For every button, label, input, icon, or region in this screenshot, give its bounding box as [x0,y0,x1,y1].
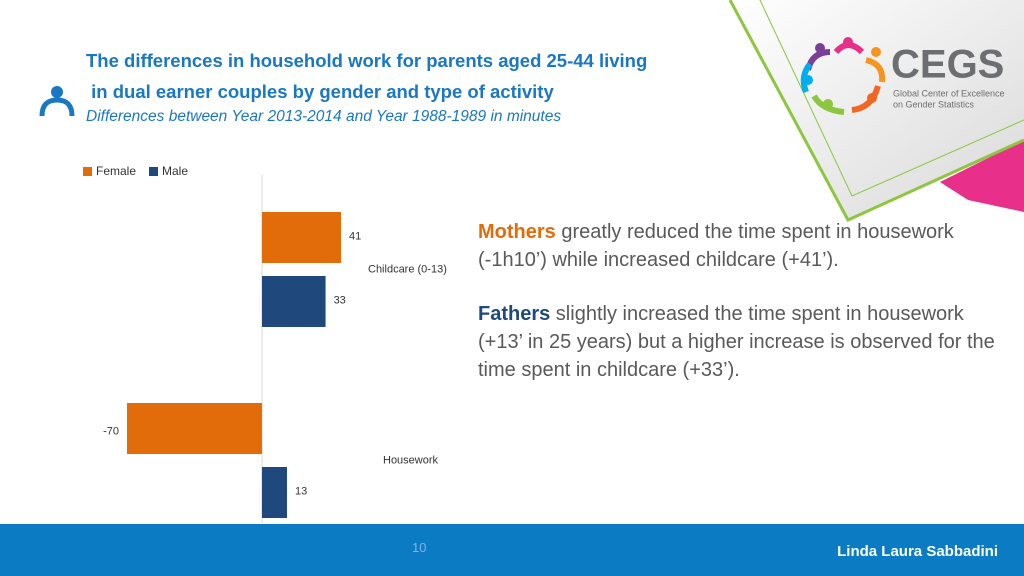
title: The differences in household work for pa… [86,50,648,71]
logo-mark [800,37,886,115]
legend-swatch [83,167,92,176]
corner-line [728,0,1024,222]
note: Fathers slightly increased the time spen… [478,300,998,384]
footer: 10 Linda Laura Sabbadini [0,524,1024,576]
logo-name: CEGS [891,43,1004,87]
category-label: Housework [383,454,439,466]
value-label: 13 [295,485,307,497]
page-number: 10 [412,540,427,555]
category-label: Childcare (0-13) [368,263,447,275]
author: Linda Laura Sabbadini [837,543,998,560]
logo-tagline: Global Center of Excellence [893,88,1005,98]
value-label: 33 [334,294,346,306]
title: in dual earner couples by gender and typ… [86,81,554,102]
notes: Mothers greatly reduced the time spent i… [478,218,998,410]
bar [127,403,262,454]
bar [261,467,288,518]
legend-swatch [149,167,158,176]
note-lead: Mothers [478,221,556,243]
person-icon [39,86,75,117]
note-text: greatly reduced the time spent in housew… [478,221,954,271]
logo-tagline: on Gender Statistics [893,99,975,109]
note-lead: Fathers [478,303,551,325]
note: Mothers greatly reduced the time spent i… [478,218,998,274]
corner-accent [940,140,1024,212]
value-label: -70 [103,425,119,437]
corner-decoration [730,0,1024,220]
subtitle: Differences between Year 2013-2014 and Y… [86,108,562,125]
note-text: slightly increased the time spent in hou… [478,303,995,381]
legend-label: Female [96,164,136,178]
legend-label: Male [162,164,188,178]
bar [261,276,326,327]
value-label: 41 [349,230,361,242]
corner-line [759,0,1024,197]
bar [261,212,341,263]
